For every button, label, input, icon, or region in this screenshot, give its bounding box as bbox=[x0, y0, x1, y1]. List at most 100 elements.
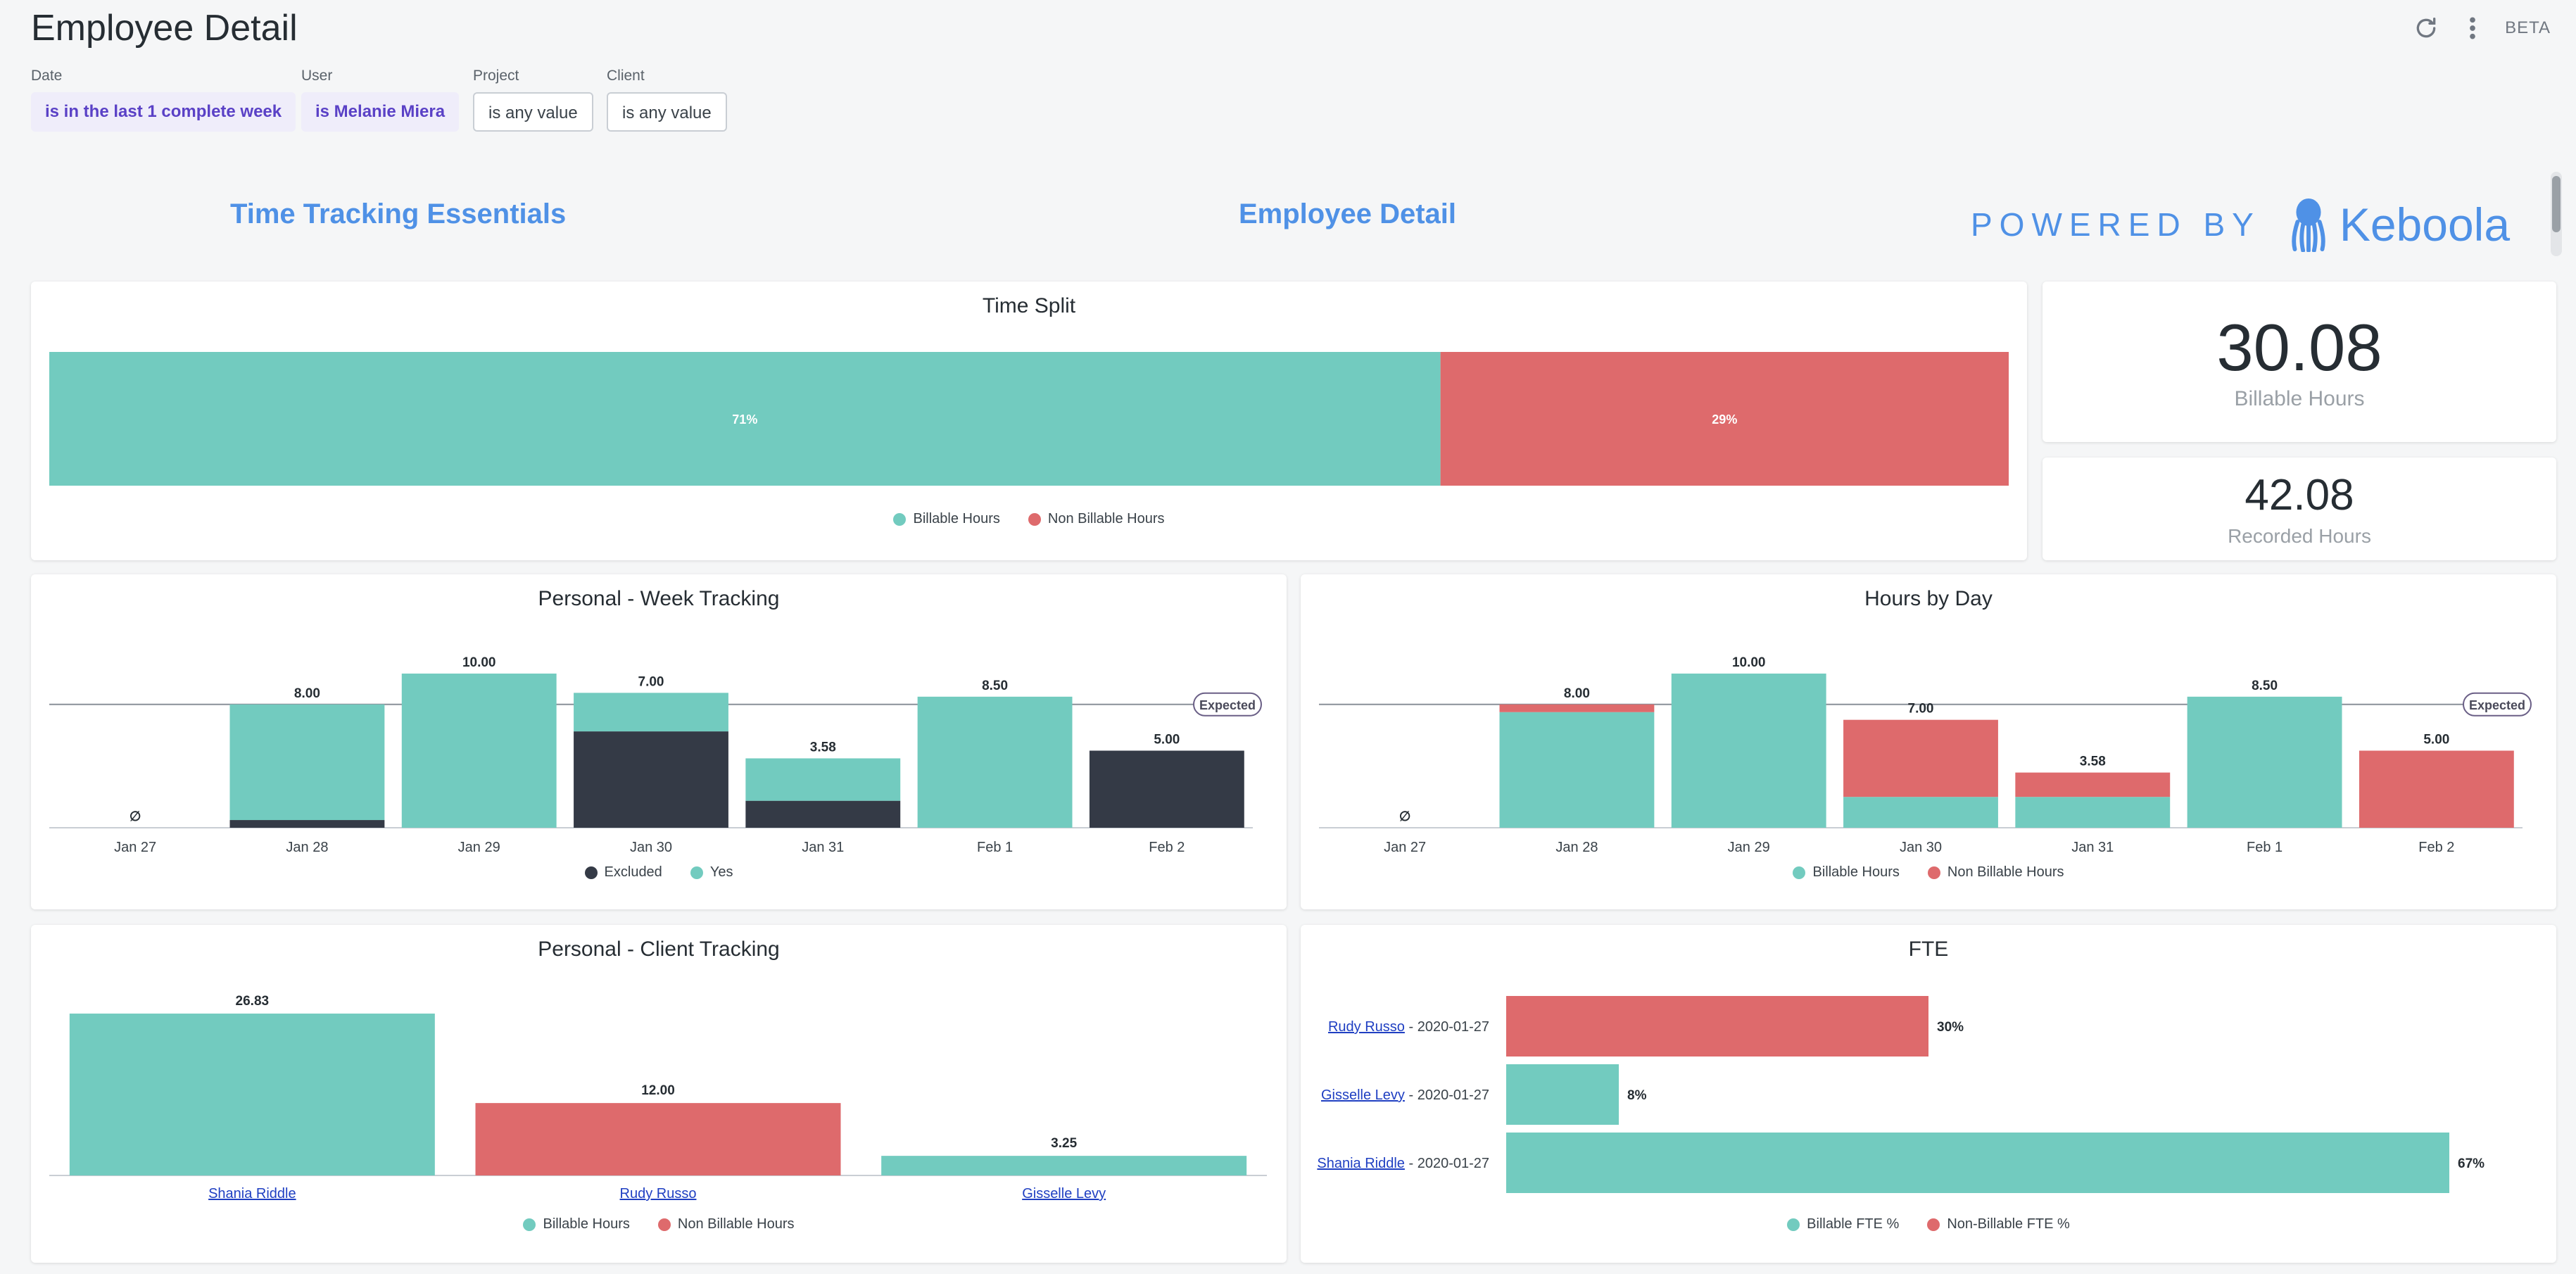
week-tracking-chart: Expected ∅ Jan 27 8.00 Jan 28 10.00 Jan 29 7.00… bbox=[49, 655, 1262, 855]
refresh-icon[interactable] bbox=[2412, 14, 2440, 42]
legend-item-billable[interactable]: Billable Hours bbox=[1793, 864, 1900, 881]
x-tick-label: Jan 30 bbox=[630, 840, 672, 855]
x-tick-label: Feb 1 bbox=[977, 840, 1013, 855]
fte-date: - 2020-01-27 bbox=[1405, 1156, 1489, 1171]
legend-item-billable-fte[interactable]: Billable FTE % bbox=[1787, 1216, 1899, 1232]
legend-item-non-billable[interactable]: Non Billable Hours bbox=[1927, 864, 2064, 881]
client-tracking-card: Personal - Client Tracking 26.83 Shania R… bbox=[31, 925, 1287, 1263]
beta-badge: BETA bbox=[2505, 18, 2551, 37]
bar-segment bbox=[1843, 719, 1998, 797]
filter-client[interactable]: is any value bbox=[607, 92, 727, 132]
client-bar bbox=[475, 1103, 841, 1175]
bar-segment bbox=[2359, 750, 2514, 828]
bar-total-label: 3.58 bbox=[2080, 755, 2106, 769]
legend-item-non-billable[interactable]: Non Billable Hours bbox=[1028, 511, 1165, 527]
legend-label: Non Billable Hours bbox=[677, 1216, 795, 1232]
filter-label-project: Project bbox=[473, 68, 519, 84]
fte-person-link[interactable]: Shania Riddle bbox=[1317, 1156, 1405, 1171]
bar-total-label: 8.00 bbox=[1564, 686, 1590, 701]
x-tick-label: Jan 27 bbox=[1384, 840, 1426, 855]
filter-label-date: Date bbox=[31, 68, 63, 84]
bar-total-label: 10.00 bbox=[1732, 655, 1766, 670]
legend-swatch bbox=[1028, 512, 1041, 526]
bar-total-label: 5.00 bbox=[1154, 732, 1180, 747]
filter-date[interactable]: is in the last 1 complete week bbox=[31, 92, 296, 132]
link-employee-detail[interactable]: Employee Detail bbox=[1239, 198, 1457, 229]
filter-user[interactable]: is Melanie Miera bbox=[301, 92, 460, 132]
client-bar bbox=[881, 1156, 1247, 1175]
time-split-card: Time Split 71% 29% Billable Hours Non Bil… bbox=[31, 282, 2027, 560]
time-split-chart: 71% 29% bbox=[49, 352, 2009, 486]
expected-badge bbox=[1193, 692, 1262, 717]
bar-value-label: 3.25 bbox=[1051, 1136, 1077, 1151]
kpi-label: Recorded Hours bbox=[2228, 525, 2371, 547]
x-tick-label: Jan 28 bbox=[1555, 840, 1598, 855]
client-link-label: Gisselle Levy bbox=[1022, 1186, 1106, 1202]
expected-label: Expected bbox=[2469, 698, 2525, 712]
fte-bar bbox=[1506, 996, 1928, 1057]
fte-value-label: 30% bbox=[1937, 1020, 1964, 1035]
x-tick-label: Jan 31 bbox=[2071, 840, 2114, 855]
fte-person-link[interactable]: Rudy Russo bbox=[1328, 1019, 1405, 1035]
legend-swatch bbox=[523, 1218, 536, 1231]
legend-item-yes[interactable]: Yes bbox=[690, 864, 733, 881]
split-bar-label: 71% bbox=[732, 412, 757, 427]
kpi-card-billable-hours: 30.08 Billable Hours bbox=[2043, 282, 2556, 442]
legend-item-billable[interactable]: Billable Hours bbox=[893, 511, 1000, 527]
bar-segment bbox=[229, 704, 385, 821]
client-link-label: Shania Riddle bbox=[208, 1186, 296, 1202]
x-tick-label: Jan 27 bbox=[114, 840, 156, 855]
x-tick-label: Feb 2 bbox=[2418, 840, 2454, 855]
bar-segment bbox=[1843, 797, 1998, 828]
filter-label-client: Client bbox=[607, 68, 645, 84]
bar-total-label: 5.00 bbox=[2423, 732, 2449, 747]
bar-segment bbox=[574, 731, 728, 828]
x-tick-label: Jan 29 bbox=[1728, 840, 1770, 855]
bar-total-label: 8.50 bbox=[982, 679, 1008, 693]
filter-project[interactable]: is any value bbox=[473, 92, 593, 132]
link-time-tracking-essentials[interactable]: Time Tracking Essentials bbox=[230, 198, 567, 229]
client-link-label: Rudy Russo bbox=[620, 1186, 697, 1202]
legend-item-excluded[interactable]: Excluded bbox=[584, 864, 662, 881]
fte-legend: Billable FTE % Non-Billable FTE % bbox=[1301, 1216, 2556, 1232]
powered-by-text: POWERED BY bbox=[1971, 206, 2261, 243]
bar-segment bbox=[2015, 797, 2171, 828]
week-tracking-card: Personal - Week Tracking Expected ∅ Jan 27… bbox=[31, 574, 1287, 909]
bar-segment bbox=[574, 693, 728, 732]
client-bar bbox=[69, 1014, 435, 1175]
header-actions: BETA bbox=[2412, 14, 2551, 42]
legend-item-billable[interactable]: Billable Hours bbox=[523, 1216, 630, 1232]
legend-swatch bbox=[1927, 1218, 1940, 1231]
split-bar bbox=[1440, 352, 2009, 486]
kpi-label: Billable Hours bbox=[2234, 387, 2365, 410]
hours-by-day-card: Hours by Day Expected ∅ Jan 27 8.00 Jan 28 10… bbox=[1301, 574, 2556, 909]
legend-label: Billable FTE % bbox=[1807, 1216, 1900, 1232]
legend-label: Non Billable Hours bbox=[1047, 511, 1165, 526]
legend-item-non-billable[interactable]: Non Billable Hours bbox=[657, 1216, 795, 1232]
bar-total-label: 7.00 bbox=[1908, 702, 1934, 717]
keboola-octopus-icon bbox=[2292, 198, 2325, 252]
bar-segment bbox=[1499, 704, 1655, 712]
legend-item-non-billable-fte[interactable]: Non-Billable FTE % bbox=[1927, 1216, 2070, 1232]
banner-scrollbar-thumb[interactable] bbox=[2552, 176, 2561, 232]
x-tick-label: Jan 31 bbox=[802, 840, 844, 855]
legend-swatch bbox=[690, 866, 703, 879]
fte-row-label: Rudy Russo - 2020-01-27 bbox=[1328, 1019, 1489, 1035]
kpi-card-recorded-hours: 42.08 Recorded Hours bbox=[2043, 458, 2556, 560]
more-vertical-icon[interactable] bbox=[2465, 14, 2480, 42]
bar-segment bbox=[401, 673, 557, 828]
bar-segment bbox=[2015, 772, 2171, 797]
bar-segment bbox=[2187, 696, 2342, 828]
bar-value-label: 26.83 bbox=[236, 994, 270, 1009]
hours-by-day-title: Hours by Day bbox=[1864, 587, 1993, 610]
bar-segment bbox=[229, 820, 385, 828]
split-bar bbox=[49, 352, 1441, 486]
x-tick-label: Jan 30 bbox=[1900, 840, 1942, 855]
fte-value-label: 8% bbox=[1627, 1088, 1647, 1103]
fte-value-label: 67% bbox=[2458, 1156, 2485, 1171]
x-tick-label: Feb 2 bbox=[1149, 840, 1185, 855]
legend-label: Billable Hours bbox=[913, 511, 1000, 526]
bar-segment bbox=[745, 800, 901, 828]
fte-person-link[interactable]: Gisselle Levy bbox=[1321, 1087, 1405, 1103]
legend-swatch bbox=[657, 1218, 671, 1231]
